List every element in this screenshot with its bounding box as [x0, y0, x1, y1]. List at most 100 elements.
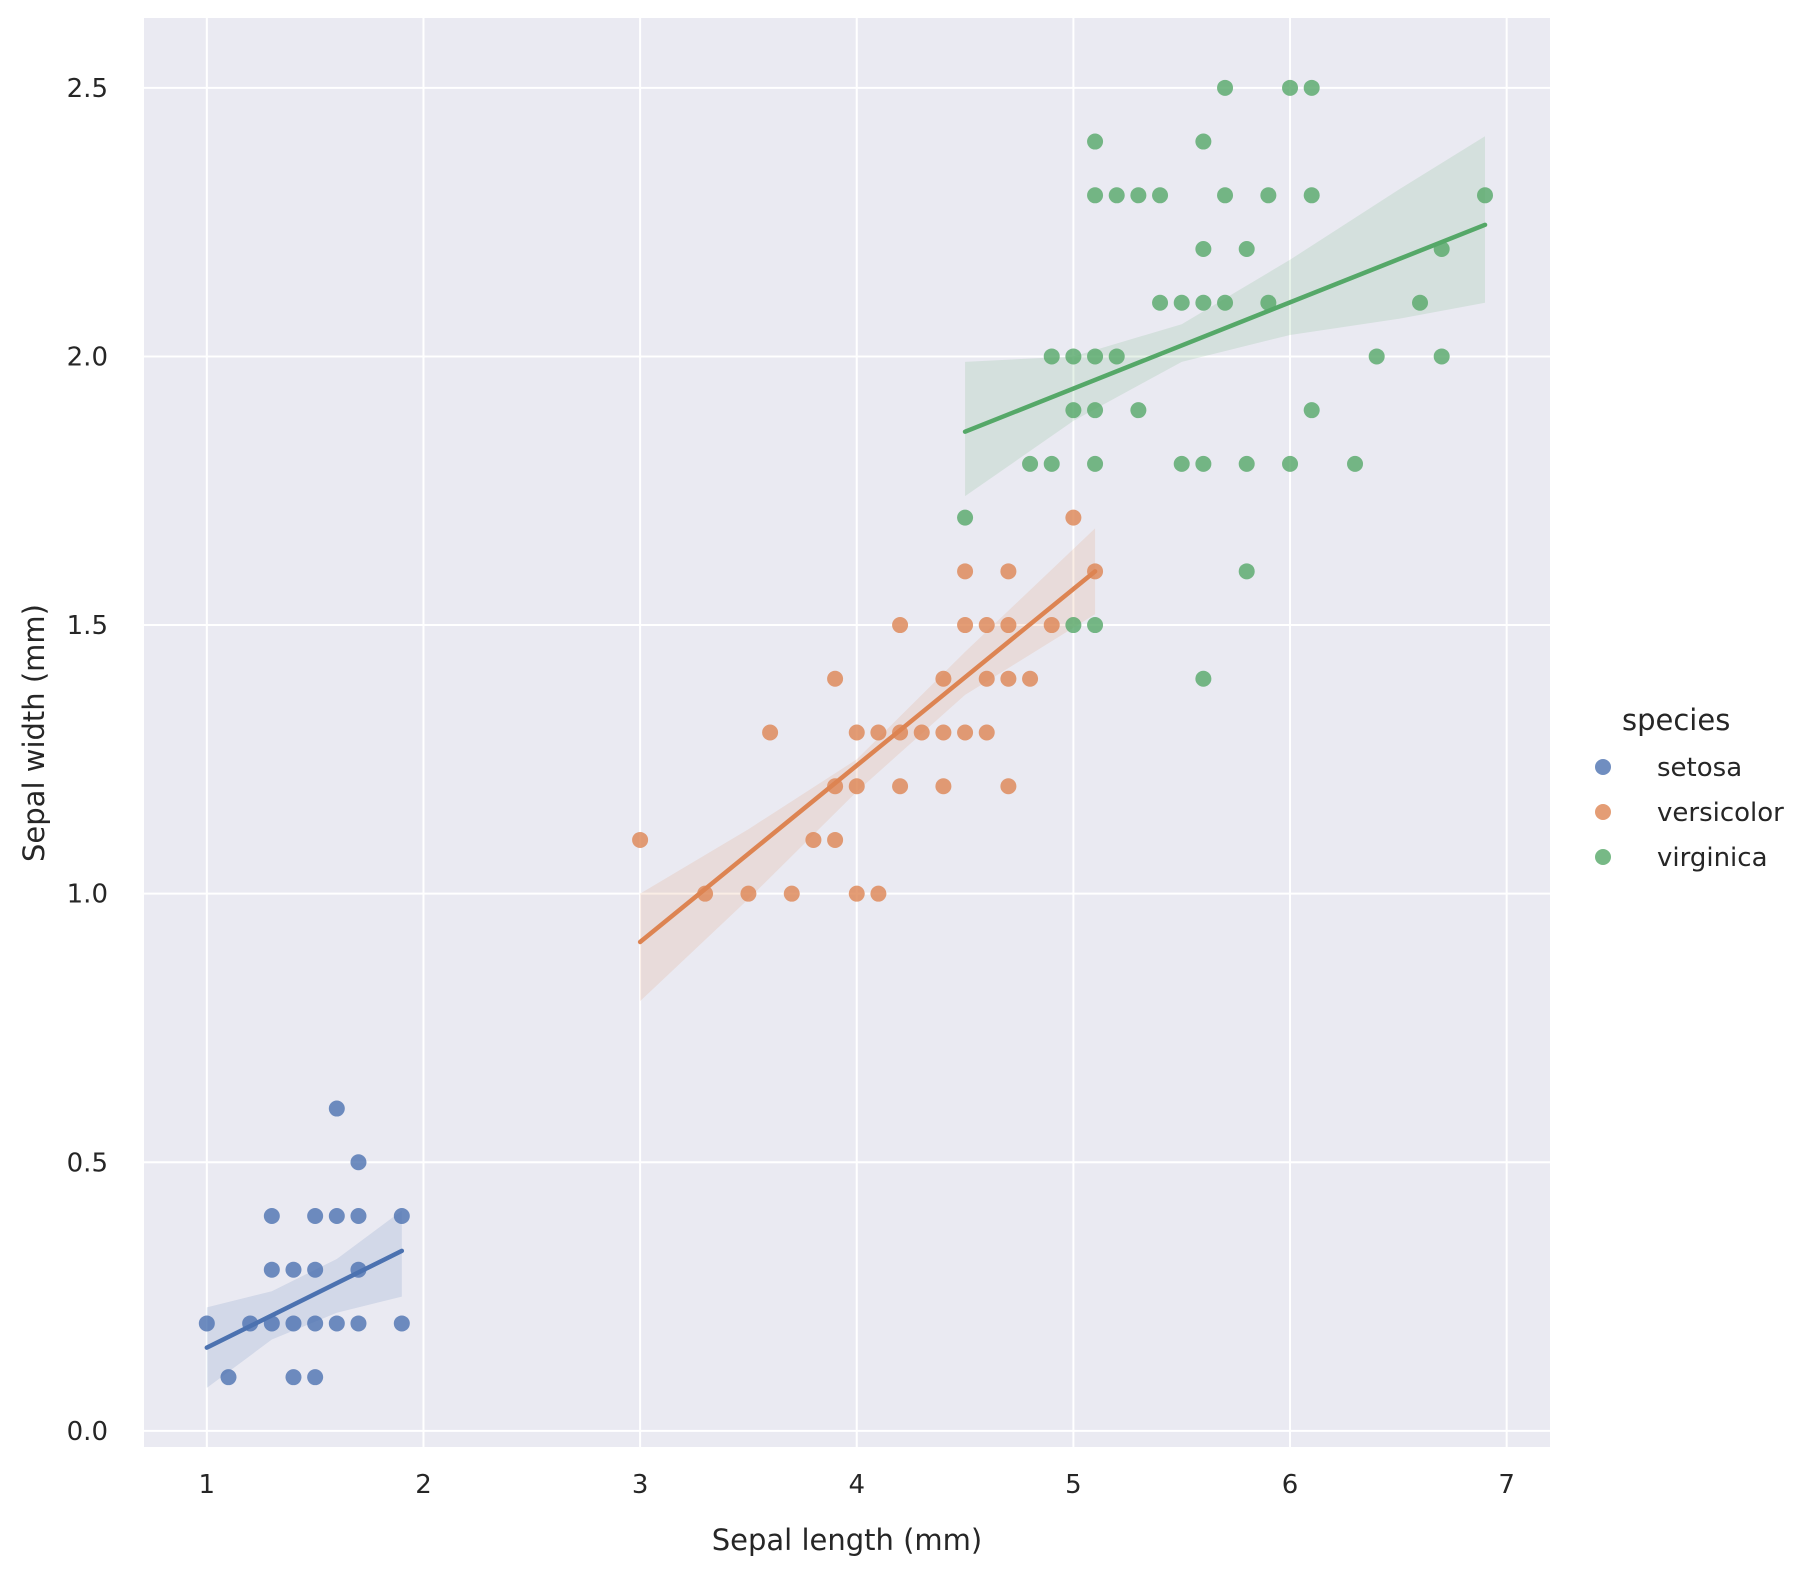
setosa-point — [285, 1369, 302, 1386]
virginica-point — [1238, 455, 1255, 472]
x-tick-label: 4 — [848, 1470, 865, 1500]
y-tick-label: 0.0 — [67, 1417, 108, 1447]
y-tick-label: 2.0 — [67, 342, 108, 372]
virginica-point — [1043, 455, 1060, 472]
virginica-point — [1087, 187, 1104, 204]
virginica-point — [1065, 402, 1082, 419]
versicolor-point — [1000, 670, 1017, 687]
versicolor-ci-band — [640, 528, 1096, 1002]
versicolor-point — [892, 617, 909, 634]
virginica-point — [1238, 241, 1255, 258]
versicolor-point — [783, 885, 800, 902]
versicolor-point — [892, 778, 909, 795]
legend-label-setosa: setosa — [1657, 753, 1742, 783]
virginica-point — [1238, 563, 1255, 580]
versicolor-point — [1000, 617, 1017, 634]
virginica-point — [1217, 79, 1234, 96]
versicolor-point — [632, 831, 649, 848]
virginica-point — [1260, 187, 1277, 204]
virginica-point — [1195, 670, 1212, 687]
y-axis-label: Sepal width (mm) — [17, 604, 51, 862]
versicolor-point — [827, 670, 844, 687]
legend-label-virginica: virginica — [1657, 843, 1768, 873]
setosa-point — [350, 1207, 367, 1224]
versicolor-point — [935, 670, 952, 687]
versicolor-point — [805, 831, 822, 848]
plot-background — [144, 18, 1550, 1447]
virginica-point — [1065, 348, 1082, 365]
versicolor-point — [848, 724, 865, 741]
setosa-point — [285, 1315, 302, 1332]
virginica-point — [1065, 617, 1082, 634]
virginica-point — [1087, 455, 1104, 472]
virginica-point — [1108, 187, 1125, 204]
virginica-point — [1303, 79, 1320, 96]
setosa-point — [307, 1261, 324, 1278]
setosa-point — [285, 1261, 302, 1278]
versicolor-point — [827, 831, 844, 848]
legend-title: species — [1622, 703, 1730, 737]
virginica-point — [1152, 294, 1169, 311]
versicolor-point — [978, 617, 995, 634]
x-tick-label: 2 — [415, 1470, 432, 1500]
virginica-point — [1282, 79, 1299, 96]
legend-label-versicolor: versicolor — [1657, 798, 1784, 828]
versicolor-point — [848, 885, 865, 902]
legend-marker-setosa — [1595, 759, 1611, 775]
virginica-point — [1368, 348, 1385, 365]
virginica-point — [1087, 348, 1104, 365]
virginica-point — [1412, 294, 1429, 311]
virginica-point — [1217, 187, 1234, 204]
virginica-point — [1152, 187, 1169, 204]
setosa-point — [307, 1369, 324, 1386]
versicolor-point — [935, 724, 952, 741]
x-tick-label: 1 — [199, 1470, 216, 1500]
x-tick-label: 3 — [632, 1470, 649, 1500]
versicolor-point — [870, 724, 887, 741]
virginica-point — [1195, 241, 1212, 258]
versicolor-point — [978, 724, 995, 741]
virginica-point — [1043, 348, 1060, 365]
virginica-point — [1260, 294, 1277, 311]
setosa-point — [198, 1315, 215, 1332]
virginica-point — [1022, 455, 1039, 472]
versicolor-point — [762, 724, 779, 741]
setosa-point — [328, 1315, 345, 1332]
y-tick-labels: 0.0 0.5 1.0 1.5 2.0 2.5 — [67, 74, 108, 1447]
y-tick-label: 2.5 — [67, 74, 108, 104]
versicolor-point — [870, 885, 887, 902]
y-tick-label: 0.5 — [67, 1148, 108, 1178]
virginica-point — [1217, 294, 1234, 311]
virginica-regression-line — [962, 222, 1488, 434]
x-tick-label: 6 — [1282, 1470, 1299, 1500]
x-tick-label: 5 — [1065, 1470, 1082, 1500]
virginica-point — [1087, 133, 1104, 150]
virginica-point — [957, 509, 974, 526]
virginica-point — [1087, 402, 1104, 419]
setosa-point — [328, 1100, 345, 1117]
virginica-point — [1347, 455, 1364, 472]
virginica-point — [1173, 455, 1190, 472]
setosa-regression-line — [204, 1248, 405, 1350]
virginica-point — [1195, 133, 1212, 150]
virginica-point — [1477, 187, 1494, 204]
x-axis-label: Sepal length (mm) — [712, 1523, 983, 1557]
versicolor-point — [1000, 778, 1017, 795]
virginica-point — [1108, 348, 1125, 365]
setosa-point — [350, 1315, 367, 1332]
versicolor-point — [957, 617, 974, 634]
x-tick-labels: 1 2 3 4 5 6 7 — [199, 1470, 1515, 1500]
setosa-point — [220, 1369, 237, 1386]
regression-lines — [204, 222, 1488, 1350]
virginica-point — [1087, 617, 1104, 634]
legend: species setosa versicolor virginica — [1595, 703, 1784, 873]
y-tick-label: 1.0 — [67, 880, 108, 910]
versicolor-point — [957, 563, 974, 580]
versicolor-point — [1043, 617, 1060, 634]
versicolor-point — [740, 885, 757, 902]
setosa-point — [350, 1154, 367, 1171]
virginica-point — [1130, 402, 1147, 419]
virginica-point — [1130, 187, 1147, 204]
gridlines — [144, 18, 1550, 1447]
